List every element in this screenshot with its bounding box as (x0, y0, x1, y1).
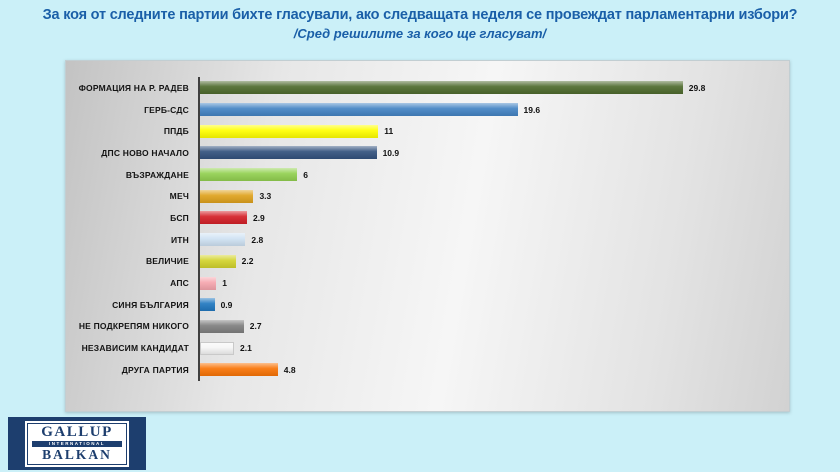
value-label: 1 (222, 278, 227, 289)
value-label: 2.9 (252, 212, 265, 223)
category-label: ДРУГА ПАРТИЯ (121, 364, 189, 375)
bar-track: 3.3 (198, 185, 789, 208)
chart-row: ВЕЛИЧИЕ 2.2 (66, 250, 789, 273)
bar-track: 29.8 (198, 77, 789, 99)
bar-track: 2.8 (198, 228, 789, 251)
bar-track: 19.6 (198, 98, 789, 121)
value-label: 19.6 (523, 104, 541, 115)
bar-track: 2.2 (198, 250, 789, 273)
value-label: 4.8 (283, 364, 296, 375)
chart-subtitle: /Сред решилите за кого ще гласуват/ (293, 26, 547, 41)
category-label: ДПС НОВО НАЧАЛО (101, 147, 189, 158)
category-label: ВЪЗРАЖДАНЕ (125, 169, 189, 180)
chart-rows: ФОРМАЦИЯ НА Р. РАДЕВ 29.8 ГЕРБ-СДС 19.6 ППДБ… (66, 77, 789, 381)
bar-track: 0.9 (198, 293, 789, 316)
chart-row: МЕЧ 3.3 (66, 185, 789, 208)
bar (200, 189, 254, 203)
chart-row: ГЕРБ-СДС 19.6 (66, 98, 789, 121)
bar (200, 276, 217, 290)
logo-international-text: INTERNATIONAL (32, 440, 122, 447)
bar (200, 103, 518, 117)
bar (200, 168, 298, 182)
chart-row: НЕ ПОДКРЕПЯМ НИКОГО 2.7 (66, 315, 789, 338)
bar-track: 2.7 (198, 315, 789, 338)
value-label: 11 (384, 126, 394, 137)
bar (200, 124, 379, 138)
chart-row: НЕЗАВИСИМ КАНДИДАТ 2.1 (66, 337, 789, 359)
gallup-balkan-logo: GALLUP INTERNATIONAL BALKAN (8, 417, 146, 470)
chart-row: ИТН 2.8 (66, 228, 789, 251)
chart-panel: ФОРМАЦИЯ НА Р. РАДЕВ 29.8 ГЕРБ-СДС 19.6 ППДБ… (65, 60, 790, 412)
category-label: ВЕЛИЧИЕ (145, 256, 189, 267)
category-label: ФОРМАЦИЯ НА Р. РАДЕВ (78, 82, 189, 93)
category-label: НЕ ПОДКРЕПЯМ НИКОГО (78, 321, 189, 332)
value-label: 2.7 (249, 321, 262, 332)
category-label: АПС (170, 278, 189, 289)
chart-row: ДРУГА ПАРТИЯ 4.8 (66, 358, 789, 381)
bar (200, 298, 215, 312)
value-label: 2.2 (241, 256, 254, 267)
bar-track: 4.8 (198, 358, 789, 381)
chart-row: ВЪЗРАЖДАНЕ 6 (66, 163, 789, 186)
value-label: 0.9 (220, 299, 233, 310)
chart-row: БСП 2.9 (66, 207, 789, 229)
category-label: ППДБ (163, 126, 189, 137)
bar-track: 2.1 (198, 337, 789, 359)
bar-track: 6 (198, 163, 789, 186)
value-label: 10.9 (382, 147, 400, 158)
bar-track: 1 (198, 272, 789, 294)
chart-header: За коя от следните партии бихте гласувал… (0, 7, 840, 41)
category-label: ГЕРБ-СДС (144, 104, 189, 115)
value-label: 2.1 (240, 343, 252, 354)
bar-track: 2.9 (198, 207, 789, 229)
bar (200, 319, 244, 333)
bar-track: 10.9 (198, 142, 789, 164)
bar (200, 81, 683, 95)
chart-row: ППДБ 11 (66, 120, 789, 143)
chart-row: СИНЯ БЪЛГАРИЯ 0.9 (66, 293, 789, 316)
bar (200, 363, 278, 377)
bar-track: 11 (198, 120, 789, 143)
chart-row: АПС 1 (66, 272, 789, 294)
category-label: НЕЗАВИСИМ КАНДИДАТ (81, 343, 189, 354)
logo-balkan-text: BALKAN (42, 446, 112, 462)
chart-title: За коя от следните партии бихте гласувал… (42, 7, 798, 23)
category-label: МЕЧ (169, 191, 189, 202)
value-label: 2.8 (251, 234, 264, 245)
chart-row: ФОРМАЦИЯ НА Р. РАДЕВ 29.8 (66, 77, 789, 99)
bar (200, 233, 246, 247)
logo-gallup-text: GALLUP (41, 423, 113, 440)
category-label: ИТН (170, 234, 189, 245)
bar (200, 254, 236, 268)
bar (200, 211, 247, 225)
value-label: 6 (303, 169, 308, 180)
logo-emblem: GALLUP INTERNATIONAL BALKAN (27, 422, 127, 465)
category-label: СИНЯ БЪЛГАРИЯ (112, 299, 189, 310)
value-label: 3.3 (259, 191, 272, 202)
category-label: БСП (170, 212, 189, 223)
bar (200, 146, 377, 160)
bar (200, 341, 235, 355)
value-label: 29.8 (688, 82, 706, 93)
chart-row: ДПС НОВО НАЧАЛО 10.9 (66, 142, 789, 164)
